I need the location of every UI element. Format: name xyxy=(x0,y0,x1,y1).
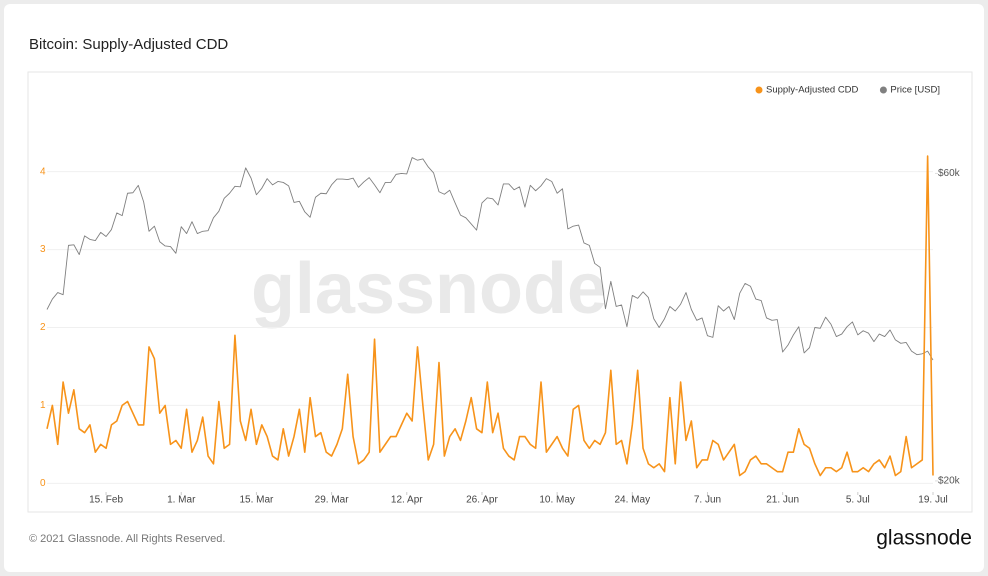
y-tick-label: 1 xyxy=(40,400,46,411)
x-tick-label: 5. Jul xyxy=(846,495,870,506)
y-tick-label: 0 xyxy=(40,478,46,489)
x-tick-label: 7. Jun xyxy=(694,495,721,506)
y2-tick-label: $60k xyxy=(938,168,961,179)
x-tick-label: 21. Jun xyxy=(766,495,799,506)
series-line xyxy=(46,155,934,477)
legend-marker xyxy=(879,86,887,94)
y-tick-label: 4 xyxy=(40,166,46,177)
x-tick-label: 24. May xyxy=(615,495,651,506)
x-tick-label: 1. Mar xyxy=(167,495,196,506)
x-tick-label: 26. Apr xyxy=(466,495,498,506)
legend-marker xyxy=(755,86,763,94)
x-tick-label: 15. Feb xyxy=(89,495,123,506)
chart: Bitcoin: Supply-Adjusted CDD glassnode ©… xyxy=(27,36,973,550)
x-tick-label: 29. Mar xyxy=(315,495,350,506)
x-tick-label: 12. Apr xyxy=(391,495,423,506)
y-tick-label: 3 xyxy=(40,244,46,255)
watermark: glassnode xyxy=(251,249,607,329)
legend-label: Supply-Adjusted CDD xyxy=(766,85,859,96)
x-tick-label: 10. May xyxy=(539,495,575,506)
y2-tick-label: $20k xyxy=(938,476,961,487)
chart-title: Bitcoin: Supply-Adjusted CDD xyxy=(29,36,228,53)
brand-logo: glassnode xyxy=(876,527,972,550)
chart-frame xyxy=(27,71,973,513)
y-tick-label: 2 xyxy=(40,322,46,333)
card: Bitcoin: Supply-Adjusted CDD glassnode ©… xyxy=(4,4,984,572)
x-tick-label: 19. Jul xyxy=(918,495,947,506)
legend-label: Price [USD] xyxy=(890,85,940,96)
series-line xyxy=(46,157,934,361)
x-tick-label: 15. Mar xyxy=(239,495,274,506)
footer: © 2021 Glassnode. All Rights Reserved. xyxy=(29,533,225,545)
